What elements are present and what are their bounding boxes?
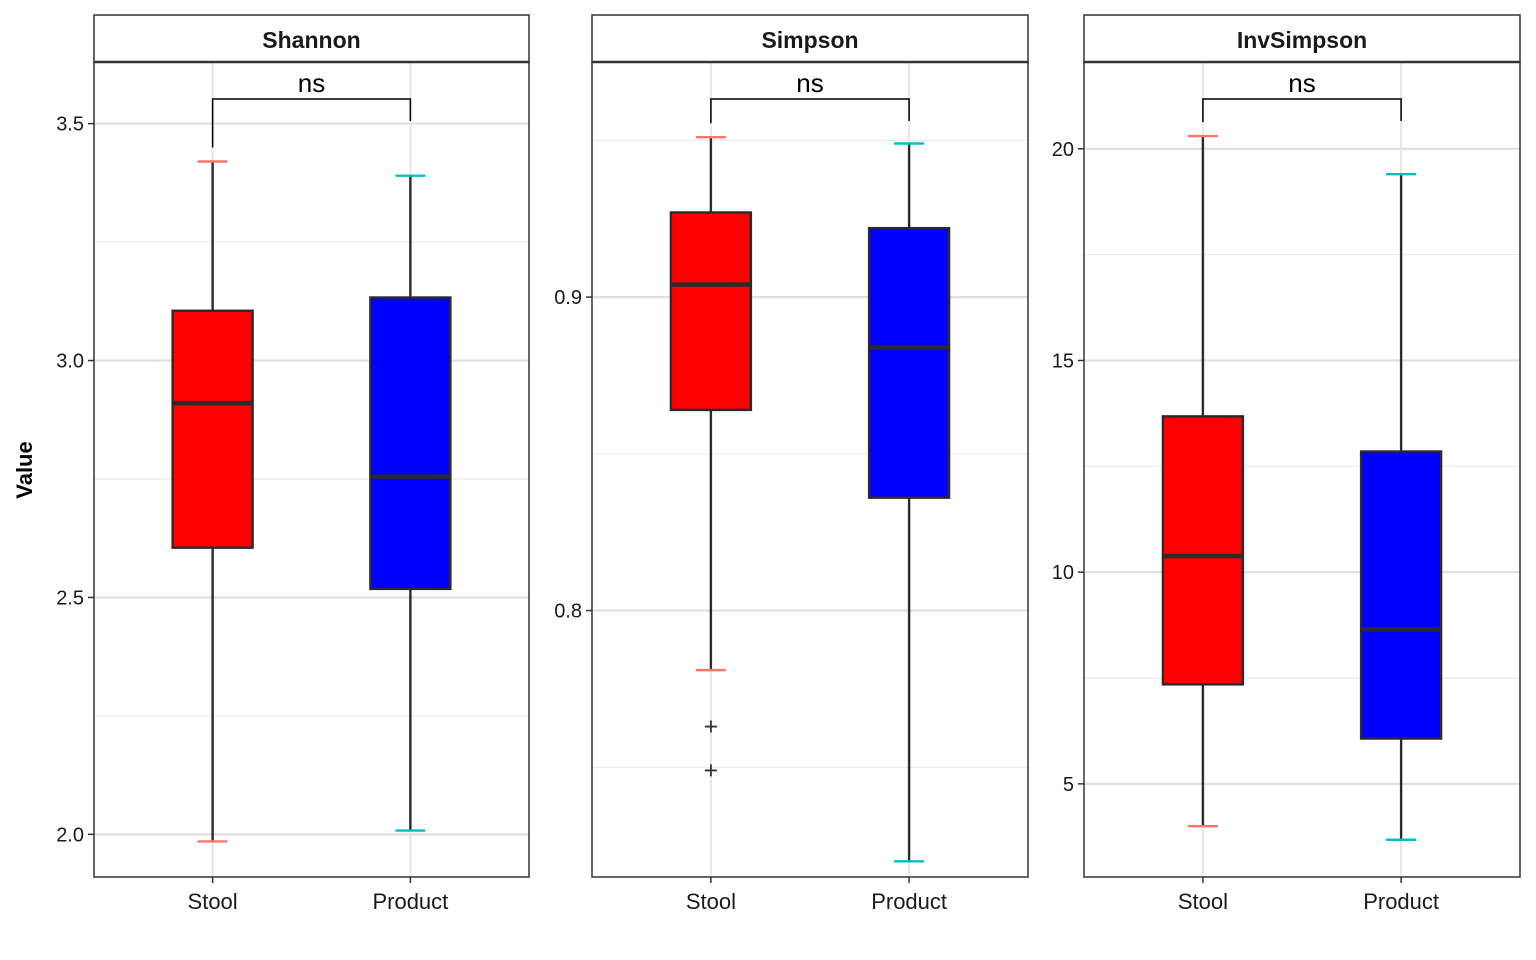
box-product xyxy=(1359,172,1443,841)
x-tick-label: Stool xyxy=(188,889,238,914)
panel-background xyxy=(94,62,529,877)
outlier-point xyxy=(704,720,717,733)
box-product xyxy=(867,142,951,863)
y-tick-label: 10 xyxy=(1052,562,1074,584)
x-tick-label: Product xyxy=(871,889,947,914)
x-tick-label: Stool xyxy=(1178,889,1228,914)
y-tick-label: 3.0 xyxy=(56,351,84,373)
iqr-box xyxy=(171,309,254,549)
significance-label: ns xyxy=(796,68,823,98)
y-tick-label: 2.0 xyxy=(56,824,84,846)
panel-shannon: Stool Product ns 2.0 2.5 3.0 3.5 Shannon xyxy=(56,14,530,914)
significance-bracket xyxy=(710,98,910,124)
panels: Stool Product ns 2.0 2.5 3.0 3.5 Shannon Stool Pr… xyxy=(56,14,1521,914)
panel-invsimpson: Stool Product ns 5 10 15 20 InvSimpson xyxy=(1052,14,1521,914)
significance-bracket xyxy=(211,98,412,148)
significance-bracket xyxy=(1202,98,1402,123)
box-stool xyxy=(171,160,254,843)
box-product xyxy=(369,174,452,832)
y-tick-label: 0.9 xyxy=(554,287,582,309)
panel-background xyxy=(592,62,1028,877)
panel-simpson: Stool Product ns 0.8 0.9 Simpson xyxy=(554,14,1029,914)
facet-strip xyxy=(1083,14,1521,63)
iqr-box xyxy=(1359,450,1443,740)
significance-label: ns xyxy=(1288,68,1315,98)
facet-strip xyxy=(93,14,530,63)
box-stool xyxy=(669,136,753,777)
iqr-box xyxy=(867,226,951,499)
y-tick-label: 3.5 xyxy=(56,114,84,136)
facet-title: InvSimpson xyxy=(1237,27,1367,53)
x-tick-label: Product xyxy=(1363,889,1439,914)
y-tick-label: 5 xyxy=(1063,774,1074,796)
facet-title: Shannon xyxy=(262,27,360,53)
box-stool xyxy=(1161,134,1245,828)
significance-label: ns xyxy=(298,68,325,98)
y-tick-label: 2.5 xyxy=(56,587,84,609)
facet-title: Simpson xyxy=(761,27,858,53)
iqr-box xyxy=(1161,415,1245,686)
x-tick-label: Product xyxy=(372,889,448,914)
x-tick-label: Stool xyxy=(686,889,736,914)
iqr-box xyxy=(669,211,753,412)
y-tick-label: 15 xyxy=(1052,350,1074,372)
outlier-point xyxy=(704,764,717,777)
y-axis-title: Value xyxy=(12,441,37,498)
panel-background xyxy=(1084,62,1520,877)
iqr-box xyxy=(369,296,452,591)
y-tick-label: 20 xyxy=(1052,139,1074,161)
facet-strip xyxy=(591,14,1029,63)
y-tick-label: 0.8 xyxy=(554,601,582,623)
